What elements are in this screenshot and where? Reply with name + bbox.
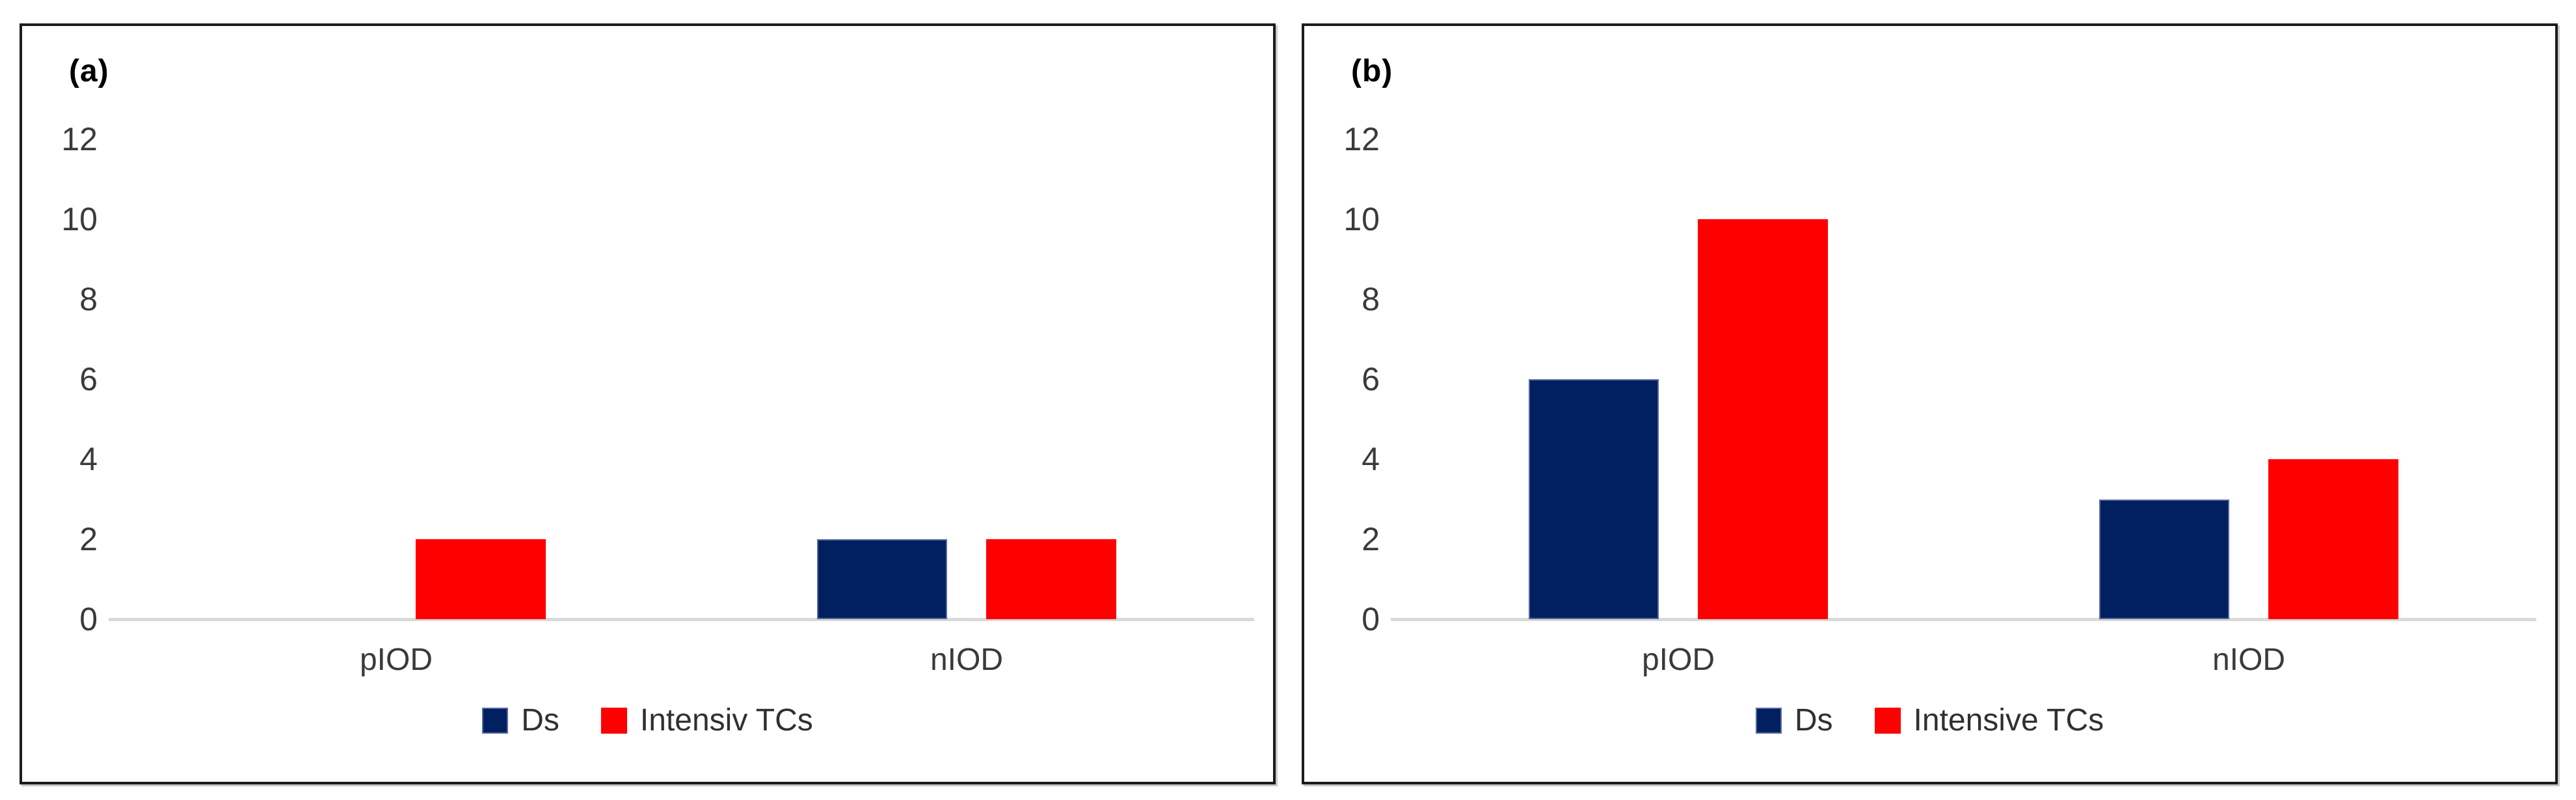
bar-ds-piod bbox=[1529, 379, 1659, 619]
y-axis-tick-label: 2 bbox=[1362, 521, 1380, 557]
legend-label: Ds bbox=[521, 703, 559, 738]
x-axis-line bbox=[1391, 618, 2536, 621]
chart-panel-a: (a) 0 2 4 6 8 10 12 pIOD nIOD Ds Intensiv TCs bbox=[20, 23, 1276, 784]
y-axis-tick-label: 10 bbox=[1343, 201, 1380, 237]
y-axis-tick-label: 10 bbox=[61, 201, 98, 237]
legend-item: Intensiv TCs bbox=[600, 702, 813, 738]
bar-intensive-tcs-niod bbox=[2268, 459, 2398, 619]
bar-intensiv-tcs-piod bbox=[416, 539, 546, 619]
legend-b: Ds Intensive TCs bbox=[1304, 702, 2555, 738]
panel-a-title: (a) bbox=[69, 54, 109, 88]
plot-area-a: 0 2 4 6 8 10 12 pIOD nIOD bbox=[22, 26, 1273, 782]
y-axis-tick-label: 8 bbox=[79, 281, 98, 317]
legend-swatch-icon bbox=[482, 707, 509, 734]
legend-a: Ds Intensiv TCs bbox=[22, 702, 1273, 738]
legend-swatch-icon bbox=[1755, 707, 1782, 734]
y-axis-tick-label: 12 bbox=[1343, 121, 1380, 157]
x-axis-category-label: pIOD bbox=[1641, 643, 1715, 677]
panel-b-title: (b) bbox=[1351, 54, 1393, 88]
x-axis-category-label: nIOD bbox=[2212, 643, 2286, 677]
y-axis-tick-label: 4 bbox=[79, 441, 98, 477]
bar-ds-niod bbox=[2099, 499, 2229, 619]
y-axis-tick-label: 0 bbox=[79, 601, 98, 637]
legend-label: Ds bbox=[1794, 703, 1833, 738]
x-axis-category-label: pIOD bbox=[359, 643, 433, 677]
bar-ds-niod bbox=[817, 539, 947, 619]
legend-swatch-icon bbox=[1874, 707, 1901, 734]
plot-area-b: 0 2 4 6 8 10 12 pIOD nIOD bbox=[1304, 26, 2555, 782]
y-axis-tick-label: 8 bbox=[1362, 281, 1380, 317]
legend-swatch-icon bbox=[600, 707, 627, 734]
legend-label: Intensiv TCs bbox=[639, 703, 813, 738]
legend-item: Intensive TCs bbox=[1874, 702, 2104, 738]
x-axis-line bbox=[109, 618, 1254, 621]
legend-item: Ds bbox=[482, 702, 559, 738]
y-axis-tick-label: 0 bbox=[1362, 601, 1380, 637]
legend-item: Ds bbox=[1755, 702, 1833, 738]
y-axis-tick-label: 6 bbox=[1362, 361, 1380, 397]
x-axis-category-label: nIOD bbox=[930, 643, 1004, 677]
legend-label: Intensive TCs bbox=[1913, 703, 2104, 738]
y-axis-tick-label: 6 bbox=[79, 361, 98, 397]
y-axis-tick-label: 12 bbox=[61, 121, 98, 157]
chart-panel-b: (b) 0 2 4 6 8 10 12 pIOD nIOD Ds Intensive TCs bbox=[1302, 23, 2558, 784]
y-axis-tick-label: 4 bbox=[1362, 441, 1380, 477]
y-axis-tick-label: 2 bbox=[79, 521, 98, 557]
bar-intensiv-tcs-niod bbox=[986, 539, 1116, 619]
bar-intensive-tcs-piod bbox=[1698, 219, 1828, 619]
